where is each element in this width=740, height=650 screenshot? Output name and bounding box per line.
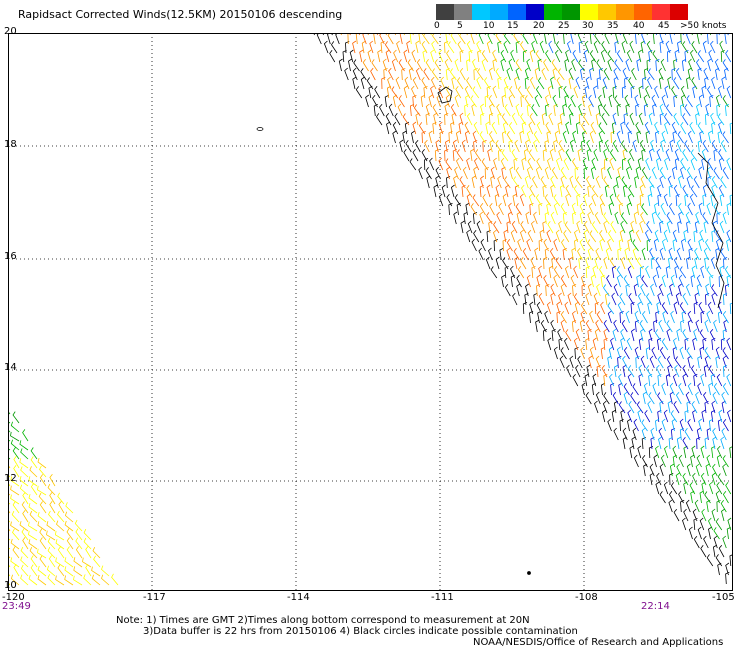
lat-label-12: 12 xyxy=(4,473,17,484)
time-right: 22:14 xyxy=(641,601,670,612)
colorbar-swatch xyxy=(670,4,688,20)
wind-barbs xyxy=(603,265,732,450)
wind-barbs xyxy=(8,410,20,460)
lon-label-120: -120 xyxy=(2,592,25,603)
colorbar-label: 40 xyxy=(633,21,645,31)
note-line-1: Note: 1) Times are GMT 2)Times along bot… xyxy=(116,615,530,626)
coastline xyxy=(697,152,725,309)
wind-barbs xyxy=(548,33,732,288)
wind-speed-colorbar xyxy=(436,4,688,20)
colorbar-swatch xyxy=(508,4,526,20)
lat-label-18: 18 xyxy=(4,139,17,150)
wind-barbs xyxy=(348,33,608,378)
island-marker xyxy=(256,127,264,131)
colorbar-label: 45 xyxy=(658,21,670,31)
wind-barbs xyxy=(8,421,38,460)
colorbar-swatch xyxy=(544,4,562,20)
colorbar-label: 0 xyxy=(434,21,440,31)
map-title: Rapidsact Corrected Winds(12.5KM) 201501… xyxy=(18,8,343,21)
wind-barbs xyxy=(340,33,608,387)
wind-barbs xyxy=(538,33,733,549)
note-line-2: 3)Data buffer is 22 hrs from 20150106 4)… xyxy=(143,626,578,637)
colorbar-swatch xyxy=(454,4,472,20)
colorbar-label: 10 xyxy=(483,21,495,31)
colorbar-label: 35 xyxy=(607,21,619,31)
colorbar-swatch xyxy=(616,4,634,20)
wind-barbs xyxy=(403,33,646,306)
wind-barbs xyxy=(478,33,732,540)
colorbar-swatch xyxy=(598,4,616,20)
colorbar-label: 15 xyxy=(507,21,519,31)
wind-barbs xyxy=(603,266,733,450)
colorbar-swatch xyxy=(436,4,454,20)
lon-label-111: -111 xyxy=(431,592,454,603)
colorbar-swatch xyxy=(634,4,652,20)
colorbar-swatch xyxy=(490,4,508,20)
colorbar-swatch xyxy=(652,4,670,20)
colorbar-swatch xyxy=(472,4,490,20)
colorbar-label: 5 xyxy=(457,21,463,31)
colorbar-label: >50 knots xyxy=(680,21,727,31)
credit-line: NOAA/NESDIS/Office of Research and Appli… xyxy=(473,637,724,648)
wind-barbs xyxy=(409,33,644,297)
colorbar-label: 20 xyxy=(533,21,545,31)
lat-label-16: 16 xyxy=(4,251,17,262)
colorbar-swatch xyxy=(580,4,598,20)
wind-barbs xyxy=(645,103,733,288)
wind-barb-map xyxy=(8,33,733,591)
island-outline xyxy=(437,86,453,104)
colorbar-label: 25 xyxy=(558,21,570,31)
wind-barbs xyxy=(313,33,733,585)
lon-label-114: -114 xyxy=(287,592,310,603)
colorbar-label: 30 xyxy=(582,21,594,31)
lon-label-117: -117 xyxy=(143,592,166,603)
lon-label-108: -108 xyxy=(575,592,598,603)
wind-barbs xyxy=(8,457,110,586)
time-left: 23:49 xyxy=(2,601,31,612)
colorbar-swatch xyxy=(562,4,580,20)
lat-label-20: 20 xyxy=(4,26,17,37)
colorbar-swatch xyxy=(526,4,544,20)
lon-label-105: -105 xyxy=(712,592,735,603)
lat-label-10: 10 xyxy=(4,580,17,591)
wind-barbs xyxy=(8,456,119,586)
island-marker xyxy=(527,571,531,575)
lat-label-14: 14 xyxy=(4,362,17,373)
wind-map-plot xyxy=(8,33,733,591)
